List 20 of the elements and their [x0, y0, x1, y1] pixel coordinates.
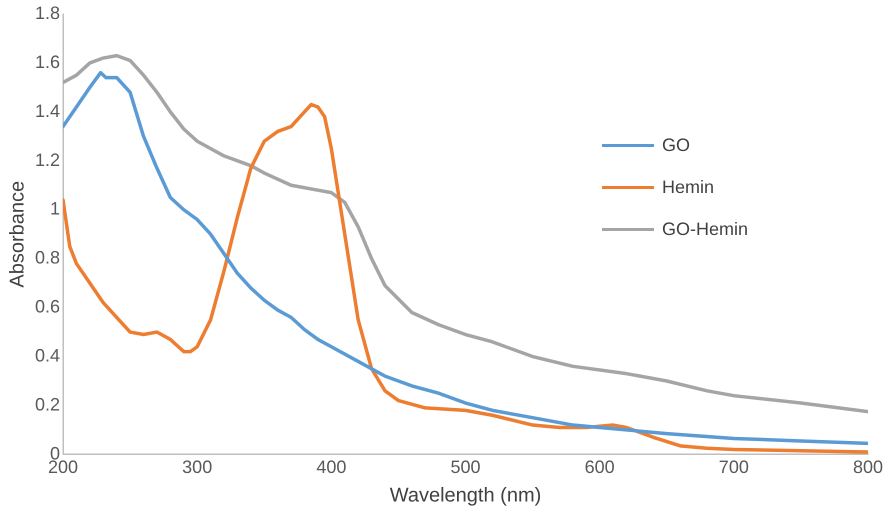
y-tick-label: 1 — [50, 198, 60, 219]
x-tick-label: 500 — [450, 457, 481, 478]
x-axis-title: Wavelength (nm) — [390, 484, 542, 507]
x-tick-label: 300 — [182, 457, 212, 478]
y-tick-label: 0.2 — [34, 394, 60, 414]
y-tick-label: 0.6 — [34, 296, 60, 317]
y-tick-label: 1.6 — [34, 52, 60, 72]
y-tick-label: 1.8 — [34, 2, 60, 23]
x-tick-label: 700 — [718, 457, 749, 478]
y-tick-label: 1.2 — [34, 150, 60, 170]
legend-label: Hemin — [662, 176, 714, 198]
y-tick-label: 1.4 — [34, 100, 60, 121]
y-axis-title: Absorbance — [6, 180, 29, 288]
y-tick-label: 0.4 — [34, 346, 60, 366]
x-tick-label: 400 — [316, 457, 346, 478]
legend-label: GO-Hemin — [662, 218, 748, 240]
x-tick-label: 800 — [852, 457, 884, 478]
x-tick-label: 600 — [584, 457, 615, 478]
y-tick-label: 0.8 — [34, 248, 60, 268]
legend-label: GO — [662, 134, 690, 156]
